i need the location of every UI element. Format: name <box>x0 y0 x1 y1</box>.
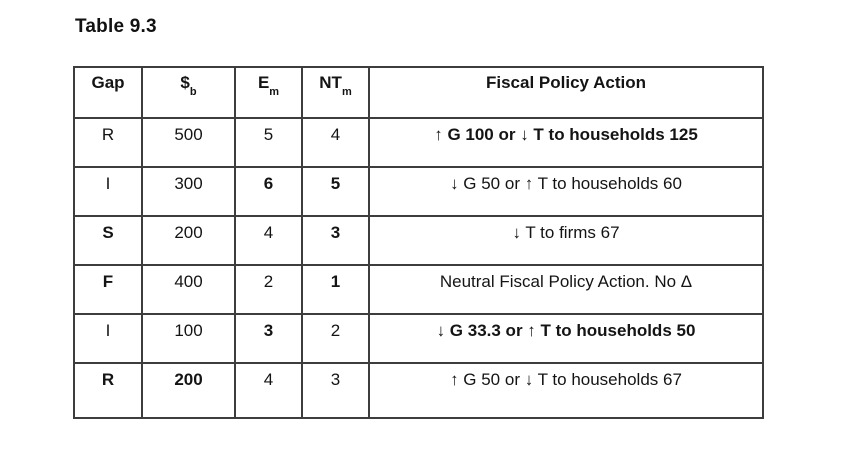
table-row: I 300 6 5 ↓ G 50 or ↑ T to households 60 <box>73 166 764 217</box>
cell-gap: R <box>73 362 143 419</box>
cell-gap: I <box>73 166 143 217</box>
cell-dollar-b: 400 <box>141 264 236 315</box>
cell-nt-m: 2 <box>301 313 370 364</box>
cell-gap: F <box>73 264 143 315</box>
header-subscript: m <box>269 86 280 99</box>
table-row: S 200 4 3 ↓ T to firms 67 <box>73 215 764 266</box>
table-row: R 500 5 4 ↑ G 100 or ↓ T to households 125 <box>73 117 764 168</box>
cell-dollar-b: 100 <box>141 313 236 364</box>
header-label: Fiscal Policy Action <box>486 73 646 92</box>
cell-e-m: 4 <box>234 362 303 419</box>
cell-action: Neutral Fiscal Policy Action. No Δ <box>368 264 764 315</box>
column-header-e-m: Em <box>234 66 303 119</box>
cell-nt-m: 5 <box>301 166 370 217</box>
table-row: R 200 4 3 ↑ G 50 or ↓ T to households 67 <box>73 362 764 419</box>
cell-gap: S <box>73 215 143 266</box>
cell-action: ↑ G 50 or ↓ T to households 67 <box>368 362 764 419</box>
header-label: NT <box>319 73 342 92</box>
header-label: Gap <box>91 73 125 92</box>
column-header-dollar-b: $b <box>141 66 236 119</box>
cell-e-m: 5 <box>234 117 303 168</box>
cell-gap: R <box>73 117 143 168</box>
table-row: F 400 2 1 Neutral Fiscal Policy Action. No Δ <box>73 264 764 315</box>
table-body: R 500 5 4 ↑ G 100 or ↓ T to households 125 I 3… <box>73 117 764 419</box>
cell-dollar-b: 200 <box>141 362 236 419</box>
table-row: I 100 3 2 ↓ G 33.3 or ↑ T to households 50 <box>73 313 764 364</box>
cell-e-m: 2 <box>234 264 303 315</box>
cell-action: ↑ G 100 or ↓ T to households 125 <box>368 117 764 168</box>
cell-action: ↓ T to firms 67 <box>368 215 764 266</box>
cell-dollar-b: 500 <box>141 117 236 168</box>
header-row: Gap $b Em NTm Fiscal Policy Action <box>73 66 764 119</box>
cell-action: ↓ G 50 or ↑ T to households 60 <box>368 166 764 217</box>
cell-gap: I <box>73 313 143 364</box>
cell-dollar-b: 200 <box>141 215 236 266</box>
header-subscript: b <box>189 86 197 99</box>
header-subscript: m <box>341 86 352 99</box>
header-label: $ <box>180 73 190 92</box>
table-header: Gap $b Em NTm Fiscal Policy Action <box>73 66 764 119</box>
cell-e-m: 4 <box>234 215 303 266</box>
page-title: Table 9.3 <box>75 16 157 37</box>
column-header-gap: Gap <box>73 66 143 119</box>
cell-action: ↓ G 33.3 or ↑ T to households 50 <box>368 313 764 364</box>
column-header-action: Fiscal Policy Action <box>368 66 764 119</box>
column-header-nt-m: NTm <box>301 66 370 119</box>
cell-dollar-b: 300 <box>141 166 236 217</box>
cell-nt-m: 3 <box>301 362 370 419</box>
header-label: E <box>257 73 270 92</box>
cell-e-m: 6 <box>234 166 303 217</box>
cell-e-m: 3 <box>234 313 303 364</box>
cell-nt-m: 4 <box>301 117 370 168</box>
cell-nt-m: 1 <box>301 264 370 315</box>
cell-nt-m: 3 <box>301 215 370 266</box>
fiscal-policy-table: Gap $b Em NTm Fiscal Policy Action R 500 5… <box>73 66 764 419</box>
